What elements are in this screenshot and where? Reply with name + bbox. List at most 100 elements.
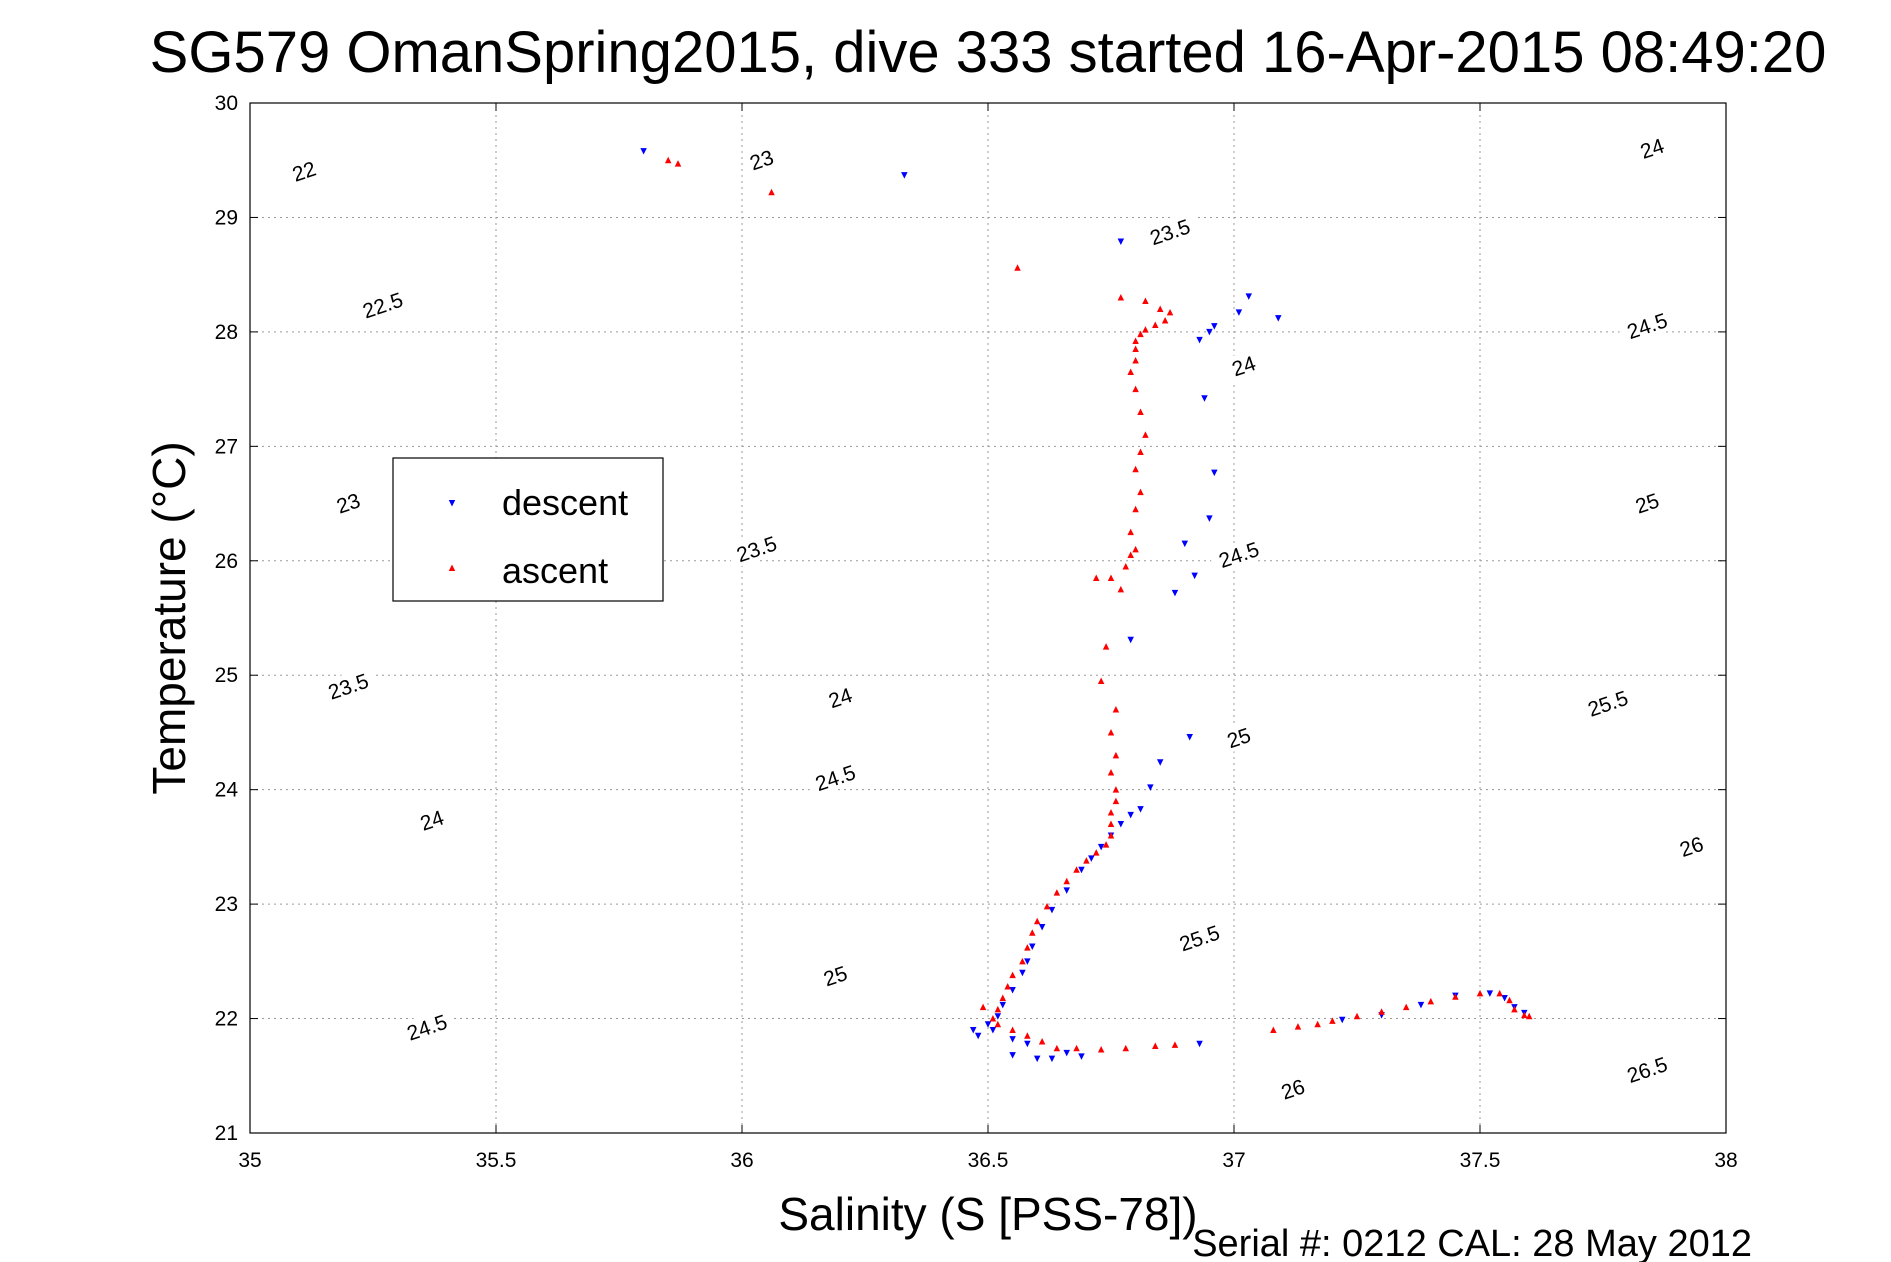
isopycnal-label-text: 24.5 — [1624, 309, 1670, 344]
x-tick-label: 36.5 — [968, 1149, 1009, 1172]
x-tick-label: 38 — [1714, 1149, 1737, 1172]
isopycnal-label-bg — [1219, 720, 1258, 754]
y-tick-label: 21 — [215, 1122, 238, 1145]
isopycnal-label: 25.5 — [1577, 682, 1638, 724]
descent-point — [1063, 887, 1070, 894]
descent-point — [1009, 1052, 1016, 1059]
ascent-point — [1122, 563, 1130, 570]
isopycnal-label-bg — [816, 958, 855, 992]
ascent-point — [1132, 465, 1139, 473]
legend-box — [392, 457, 664, 602]
ascent-point — [1353, 1012, 1361, 1020]
descent-point — [1338, 1016, 1346, 1024]
ascent-point — [1112, 706, 1120, 713]
ascent-point — [1043, 902, 1051, 910]
isopycnal-label: 25.5 — [1168, 917, 1230, 958]
ascent-point — [1053, 1044, 1061, 1052]
ascent-point — [1476, 989, 1484, 997]
descent-point — [969, 1027, 977, 1034]
x-axis-ticks: 35 35.5 36 36.5 37 37.5 38 — [238, 103, 1738, 1172]
ascent-point — [1132, 357, 1139, 364]
ascent-point — [1102, 841, 1110, 848]
descent-point — [1186, 734, 1193, 741]
ascent-point — [1063, 877, 1070, 885]
isopycnal-label-bg — [1168, 917, 1230, 958]
descent-point — [989, 1027, 997, 1034]
ascent-point — [1053, 889, 1061, 896]
ascent-point — [1014, 264, 1021, 271]
isopycnal-label: 22 — [284, 154, 323, 188]
isopycnal-label: 24 — [1224, 348, 1263, 382]
series-ascent — [664, 156, 1533, 1053]
ascent-point — [1427, 997, 1435, 1005]
legend-label-ascent: ascent — [502, 550, 608, 591]
ascent-point — [1132, 545, 1139, 553]
descent-point — [1501, 994, 1508, 1002]
ascent-point — [1171, 1041, 1179, 1048]
y-tick-label: 29 — [215, 206, 238, 229]
ascent-point — [1107, 574, 1115, 581]
isopycnal-label-bg — [1224, 348, 1263, 382]
ascent-point — [1122, 1044, 1130, 1052]
isopycnal-label: 24.5 — [1616, 304, 1678, 346]
isopycnal-label-bg — [804, 756, 866, 798]
y-tick-label: 25 — [215, 664, 238, 687]
legend: descent ascent — [392, 457, 664, 602]
isopycnal-label-bg — [1273, 1072, 1312, 1106]
y-axis-ticks: 21 22 23 24 25 26 27 28 29 30 — [215, 92, 1726, 1145]
descent-point — [1245, 293, 1253, 300]
y-axis-title: Temperature (°C) — [143, 441, 195, 794]
legend-label-descent: descent — [502, 482, 628, 523]
descent-point — [1038, 924, 1046, 931]
ascent-point — [1127, 551, 1134, 559]
isopycnal-label: 25 — [816, 958, 855, 992]
ascent-point — [1511, 1005, 1518, 1013]
ascent-point — [1127, 528, 1134, 536]
descent-point — [1097, 843, 1105, 851]
y-tick-label: 27 — [215, 435, 238, 458]
descent-point — [1063, 1049, 1070, 1057]
y-tick-label: 22 — [215, 1008, 238, 1031]
descent-point — [1275, 315, 1282, 322]
descent-point — [1024, 958, 1031, 965]
descent-point — [1009, 1036, 1016, 1043]
ascent-point — [1112, 786, 1120, 793]
ascent-point — [1029, 929, 1036, 936]
ascent-point — [1024, 944, 1031, 951]
ascent-point — [1102, 643, 1110, 650]
grid — [250, 103, 1726, 1133]
isopycnal-label-bg — [1627, 486, 1666, 520]
descent-point — [1117, 821, 1125, 828]
isopycnal-label: 23 — [329, 486, 368, 520]
ascent-point — [1073, 1044, 1080, 1052]
legend-ascent-symbol — [448, 564, 456, 571]
ascent-point — [1092, 849, 1100, 856]
isopycnal-label-bg — [352, 284, 413, 325]
ascent-point — [1107, 728, 1115, 736]
descent-point — [1211, 323, 1218, 330]
descent-point — [1211, 469, 1218, 477]
descent-point — [1009, 986, 1016, 994]
contour-labels: 22 22.5 23 23 23.5 23.5 23.5 24 24 24 24 24.5 24.5 24… — [284, 131, 1711, 1106]
ascent-point — [1521, 1011, 1528, 1019]
isopycnal-label-bg — [1616, 304, 1678, 346]
isopycnal-label-bg — [284, 154, 323, 188]
serial-cal-text: Serial #: 0212 CAL: 28 May 2012 — [1192, 1223, 1752, 1262]
isopycnal-label: 26.5 — [1616, 1048, 1678, 1090]
isopycnal-label-bg — [726, 528, 787, 569]
ascent-point — [1112, 797, 1120, 805]
legend-marker-descent — [448, 500, 456, 507]
ascent-point — [1314, 1020, 1321, 1028]
ascent-point — [1117, 585, 1125, 593]
descent-point — [1147, 784, 1154, 791]
ascent-point — [1152, 321, 1159, 329]
isopycnal-label-bg — [742, 142, 781, 176]
ascent-point — [1152, 1042, 1159, 1050]
descent-point — [1019, 969, 1026, 977]
ascent-point — [1270, 1026, 1277, 1033]
legend-marker-ascent — [448, 564, 456, 571]
isopycnal-label: 24.5 — [396, 1006, 458, 1048]
ascent-point — [1024, 1032, 1031, 1039]
isopycnal-label-bg — [821, 680, 860, 714]
isopycnal-label-text: 24.5 — [813, 761, 859, 796]
